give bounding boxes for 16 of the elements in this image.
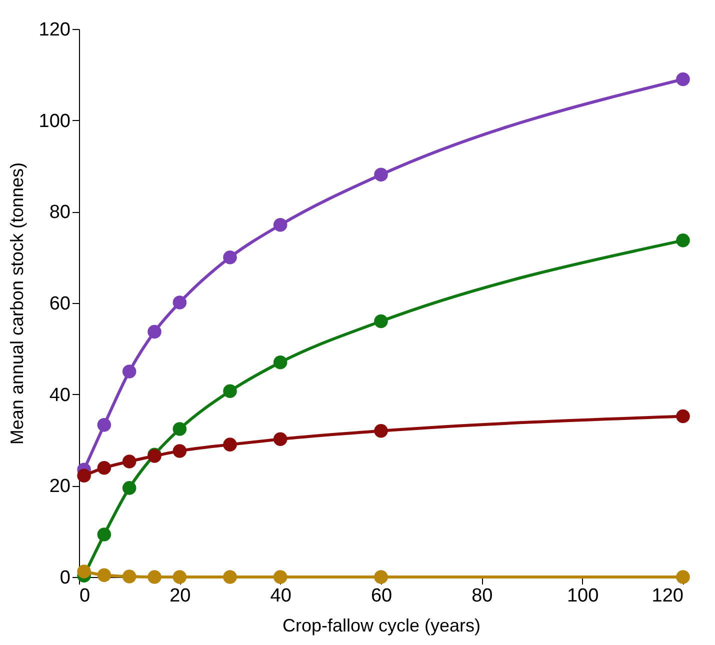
y-axis-title: Mean annual carbon stock (tonnes) bbox=[6, 162, 27, 445]
x-tick-label: 20 bbox=[170, 586, 191, 606]
x-tick-label: 60 bbox=[370, 586, 392, 606]
y-tick-label: 120 bbox=[38, 20, 70, 40]
y-tick-label: 60 bbox=[49, 294, 70, 314]
x-axis-title: Crop-fallow cycle (years) bbox=[282, 616, 481, 636]
x-tick-label: 120 bbox=[652, 586, 684, 606]
y-tick-label: 100 bbox=[38, 110, 70, 132]
y-tick-label: 80 bbox=[49, 202, 70, 224]
y-tick-label: 40 bbox=[49, 384, 70, 406]
x-tick-label: 40 bbox=[270, 586, 292, 606]
y-tick-label: 20 bbox=[49, 476, 70, 498]
x-tick-label: 80 bbox=[472, 586, 493, 606]
y-tick-label: 0 bbox=[60, 568, 70, 588]
x-tick-label: 0 bbox=[80, 586, 90, 606]
x-tick-label: 100 bbox=[566, 586, 599, 606]
